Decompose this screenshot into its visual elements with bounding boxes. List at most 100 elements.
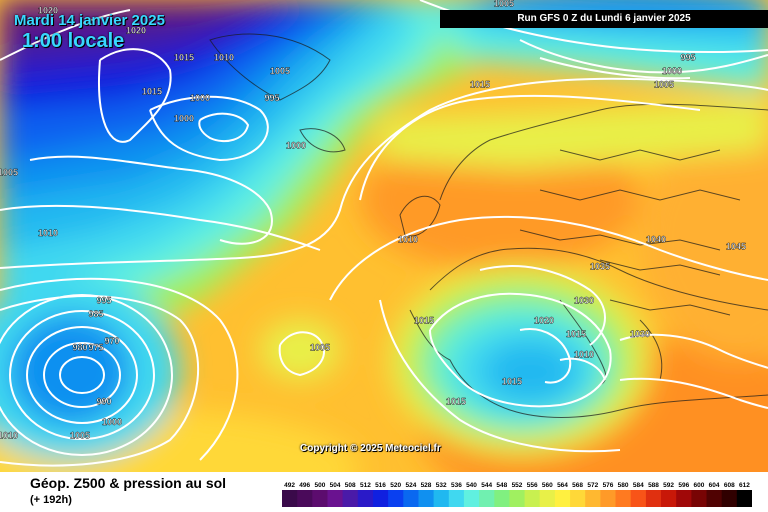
coastlines bbox=[209, 33, 768, 418]
isobar-label: 1005 bbox=[70, 430, 90, 440]
legend-swatch bbox=[312, 490, 328, 507]
legend-swatch bbox=[676, 490, 692, 507]
isobar-label: 980 bbox=[72, 343, 87, 353]
legend-swatch bbox=[509, 490, 526, 507]
isobar-label: 1015 bbox=[446, 397, 466, 407]
legend-swatch bbox=[554, 490, 571, 507]
isobar-label: 1000 bbox=[286, 140, 306, 150]
isobar-label: 1020 bbox=[126, 26, 146, 36]
legend-value: 592 bbox=[663, 482, 674, 489]
color-legend: 492 496 500 504 508 512 516 520 524 528 532 536 540 5… bbox=[282, 482, 752, 507]
legend-swatch bbox=[539, 490, 556, 507]
legend-value: 504 bbox=[330, 482, 341, 489]
legend-swatch bbox=[297, 490, 313, 507]
legend-swatch bbox=[645, 490, 662, 507]
isobar-label: 1015 bbox=[142, 86, 162, 96]
isobar-label: 1010 bbox=[38, 228, 58, 238]
legend-swatch bbox=[403, 490, 419, 507]
isobar-label: 1040 bbox=[646, 235, 666, 245]
copyright: Copyright © 2025 Meteociel.fr bbox=[300, 443, 441, 454]
legend-value: 528 bbox=[421, 482, 432, 489]
isobar-label: 1015 bbox=[174, 53, 194, 63]
legend-swatch bbox=[494, 490, 510, 507]
legend-swatch bbox=[373, 490, 389, 507]
legend-value: 560 bbox=[542, 482, 553, 489]
isobar-label: 1010 bbox=[0, 430, 18, 440]
forecast-date: Mardi 14 janvier 2025 bbox=[14, 12, 165, 29]
legend-value: 604 bbox=[709, 482, 720, 489]
isobar-label: 1015 bbox=[470, 80, 490, 90]
isobar-label: 990 bbox=[96, 397, 111, 407]
isobar-labels: 1020 1020 1015 1010 1005 1015 1000 995 1000 1000 1… bbox=[0, 0, 746, 440]
isobar-label: 970 bbox=[104, 336, 119, 346]
isobar-label: 995 bbox=[96, 295, 111, 305]
legend-swatch bbox=[524, 490, 541, 507]
isobar-label: 1020 bbox=[534, 316, 554, 326]
legend-value: 600 bbox=[693, 482, 704, 489]
legend-value: 548 bbox=[496, 482, 507, 489]
legend-value: 588 bbox=[648, 482, 659, 489]
isobar-label: 1045 bbox=[726, 242, 746, 252]
isobar-label: 1015 bbox=[502, 376, 522, 386]
legend-swatch bbox=[433, 490, 450, 507]
legend-value: 492 bbox=[284, 482, 295, 489]
legend-swatch bbox=[463, 490, 480, 507]
isobar-label: 1005 bbox=[0, 167, 18, 177]
isobar-label: 1005 bbox=[270, 66, 290, 76]
isobar-label: 1030 bbox=[630, 329, 650, 339]
legend-value: 496 bbox=[299, 482, 310, 489]
legend-value: 572 bbox=[587, 482, 598, 489]
isobar-label: 1010 bbox=[574, 349, 594, 359]
legend-swatch bbox=[342, 490, 359, 507]
legend-swatch bbox=[418, 490, 435, 507]
legend-swatch bbox=[706, 490, 723, 507]
isobar-label: 1020 bbox=[38, 6, 58, 16]
legend-value: 544 bbox=[481, 482, 492, 489]
legend-value: 552 bbox=[512, 482, 523, 489]
legend-value: 596 bbox=[678, 482, 689, 489]
map-title: Géop. Z500 & pression au sol bbox=[30, 475, 227, 491]
run-info: Run GFS 0 Z du Lundi 6 janvier 2025 bbox=[440, 10, 768, 28]
legend-swatch bbox=[570, 490, 586, 507]
legend-value: 576 bbox=[603, 482, 614, 489]
legend-value: 580 bbox=[618, 482, 629, 489]
legend-value: 500 bbox=[314, 482, 325, 489]
legend-swatch bbox=[327, 490, 344, 507]
legend-value: 556 bbox=[527, 482, 538, 489]
isobar-label: 995 bbox=[264, 93, 279, 103]
legend-swatch bbox=[661, 490, 677, 507]
legend-swatch bbox=[357, 490, 374, 507]
forecast-map: 1020 1020 1015 1010 1005 1015 1000 995 1000 1000 1… bbox=[0, 0, 768, 472]
isobar-label: 1005 bbox=[310, 343, 330, 353]
isobar-label: 1030 bbox=[574, 295, 594, 305]
legend-value: 568 bbox=[572, 482, 583, 489]
isobar-label: 985 bbox=[88, 309, 103, 319]
footer: Géop. Z500 & pression au sol (+ 192h) 49… bbox=[0, 472, 768, 512]
legend-swatch bbox=[479, 490, 495, 507]
legend-value: 520 bbox=[390, 482, 401, 489]
legend-value: 524 bbox=[405, 482, 416, 489]
legend-value: 508 bbox=[345, 482, 356, 489]
isobar-label: 1035 bbox=[590, 262, 610, 272]
isobar-label: 1010 bbox=[398, 235, 418, 245]
legend-swatch bbox=[600, 490, 617, 507]
legend-value: 532 bbox=[436, 482, 447, 489]
isobar-label: 1015 bbox=[566, 329, 586, 339]
legend-swatch bbox=[282, 490, 298, 507]
isobars bbox=[0, 0, 768, 467]
isobar-label: 1005 bbox=[494, 0, 514, 9]
legend-swatch bbox=[721, 490, 738, 507]
legend-value: 608 bbox=[724, 482, 735, 489]
legend-swatch bbox=[585, 490, 601, 507]
legend-value: 564 bbox=[557, 482, 568, 489]
legend-swatch bbox=[736, 490, 752, 507]
geopotential-field: 1020 1020 1015 1010 1005 1015 1000 995 1000 1000 1… bbox=[0, 0, 768, 472]
legend-swatch bbox=[615, 490, 632, 507]
isobar-label: 1000 bbox=[190, 93, 210, 103]
legend-swatch bbox=[448, 490, 465, 507]
legend-value: 540 bbox=[466, 482, 477, 489]
legend-swatch bbox=[691, 490, 708, 507]
forecast-time: 1:00 locale bbox=[22, 30, 125, 52]
legend-value: 612 bbox=[739, 482, 750, 489]
